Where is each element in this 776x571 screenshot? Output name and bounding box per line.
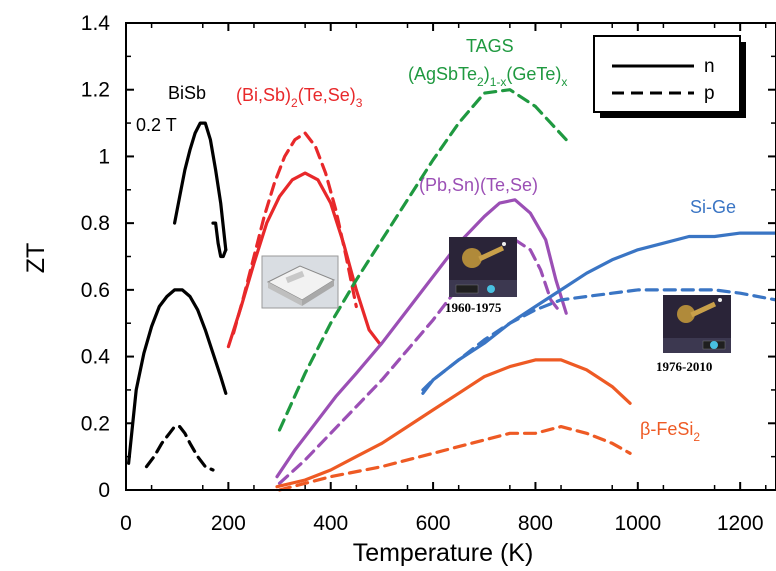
y-tick-label-4: 0.8 <box>81 212 110 235</box>
pbsn-label: (Pb,Sn)(Te,Se) <box>419 175 538 195</box>
bisb-field-label: 0.2 T <box>136 115 177 135</box>
tags-formula-part2: ) <box>484 64 490 84</box>
bisb-label: BiSb <box>168 83 206 103</box>
x-tick-label-5: 1000 <box>614 512 661 535</box>
series-line-11 <box>275 358 632 489</box>
x-tick-label-4: 800 <box>518 512 553 535</box>
tags-formula-sub1x: 1-x <box>490 75 507 89</box>
legend-label-p: p <box>704 83 715 104</box>
fesi-label: β-FeSi2 <box>640 419 700 444</box>
x-tick-label-6: 1200 <box>717 512 764 535</box>
y-tick-label-0: 0 <box>98 479 110 502</box>
y-tick-label-2: 0.4 <box>81 346 111 369</box>
y-tick-label-3: 0.6 <box>81 279 110 302</box>
y-axis-title: ZT <box>22 243 50 274</box>
y-tick-label-5: 1 <box>98 145 110 168</box>
series-line-6 <box>277 88 568 432</box>
spacecraft-photo-1976-2010 <box>663 295 731 353</box>
tags-formula-part3: (GeTe) <box>506 64 561 84</box>
y-tick-label-6: 1.2 <box>81 79 110 102</box>
module-photo <box>261 255 339 309</box>
tags-formula-label: (AgSbTe2)1-x(GeTe)x <box>408 64 567 89</box>
bite-label-sub3: 3 <box>356 96 363 110</box>
series-line-10 <box>421 288 776 392</box>
fesi-label-part1: β-FeSi <box>640 419 693 439</box>
legend: n p <box>593 35 746 118</box>
series-line-3 <box>144 425 215 472</box>
caption-1960-1975: 1960-1975 <box>445 300 502 315</box>
bite-label: (Bi,Sb)2(Te,Se)3 <box>236 85 363 110</box>
x-tick-label-2: 400 <box>313 512 348 535</box>
x-axis-title: Temperature (K) <box>353 539 534 567</box>
x-tick-label-0: 0 <box>120 512 132 535</box>
x-tick-label-3: 600 <box>416 512 451 535</box>
tags-formula-part1: (AgSbTe <box>408 64 477 84</box>
series-line-5 <box>231 131 358 335</box>
y-tick-label-7: 1.4 <box>81 12 111 35</box>
tags-formula-subx: x <box>561 75 567 89</box>
y-tick-label-1: 0.2 <box>81 412 110 435</box>
tags-title-label: TAGS <box>466 36 514 56</box>
series-line-4 <box>226 171 381 349</box>
x-tick-label-1: 200 <box>211 512 246 535</box>
series-line-2 <box>127 288 228 465</box>
series-line-7 <box>275 198 568 479</box>
caption-1976-2010: 1976-2010 <box>656 359 712 374</box>
series-line-0 <box>211 221 228 259</box>
bite-label-part1: (Bi,Sb) <box>236 85 291 105</box>
tags-formula-sub2: 2 <box>477 75 484 89</box>
sige-label: Si-Ge <box>690 197 736 217</box>
series-line-12 <box>277 425 632 492</box>
legend-label-n: n <box>704 56 715 77</box>
spacecraft-photo-1960-1975 <box>449 237 517 297</box>
bite-label-part2: (Te,Se) <box>298 85 356 105</box>
bite-label-sub2: 2 <box>291 96 298 110</box>
series-line-1 <box>173 121 228 252</box>
series-line-8 <box>277 238 563 485</box>
fesi-label-sub: 2 <box>693 430 700 444</box>
